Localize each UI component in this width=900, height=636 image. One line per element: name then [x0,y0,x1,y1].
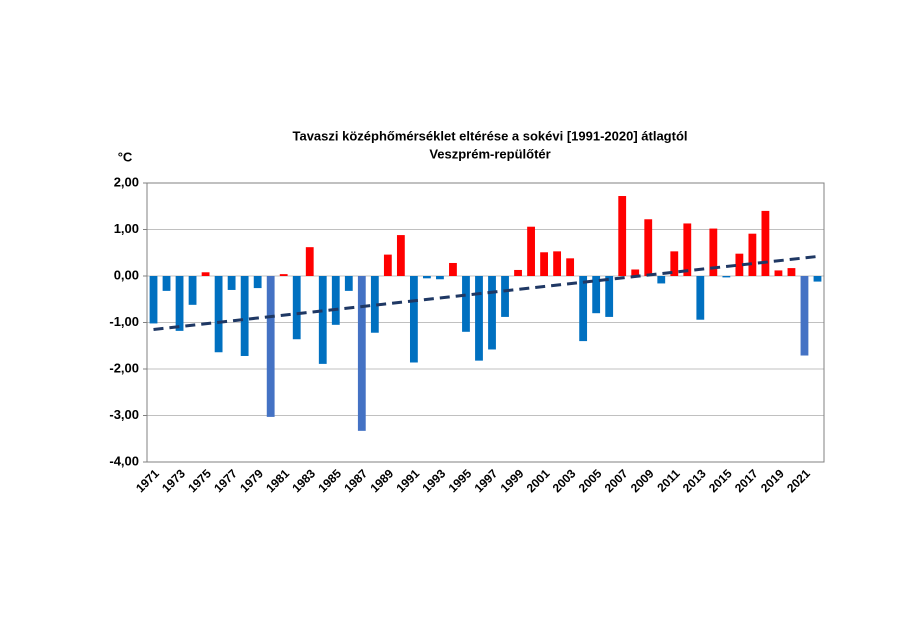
bar [696,276,705,320]
bar [344,276,353,291]
bar [501,276,509,317]
bar [149,276,158,324]
x-tick-label: 1985 [315,466,344,495]
x-tick-label: 2007 [602,466,631,495]
bar [214,276,223,353]
bar [735,253,744,276]
bar [540,252,548,276]
x-tick-label: 2011 [654,466,683,495]
y-tick-label: -4,00 [109,453,139,468]
x-tick-label: 1975 [185,466,214,495]
bar [370,276,379,333]
x-tick-label: 2017 [732,466,761,495]
bar [579,276,588,342]
bar [488,276,496,350]
bar [266,276,275,417]
x-tick-label: 2021 [784,466,813,495]
x-tick-label: 2009 [628,466,657,495]
x-tick-label: 1993 [420,466,449,495]
bar [175,276,184,331]
y-tick-label: -1,00 [109,314,139,329]
bar [331,276,340,325]
bar [813,276,822,282]
y-tick-label: 2,00 [114,174,139,189]
bar [383,254,392,276]
bar [670,251,679,276]
bar [553,251,562,276]
bar [188,276,197,305]
bar [527,226,535,276]
x-tick-label: 1989 [367,466,396,495]
bar [618,196,627,276]
bar [449,262,457,276]
x-tick-label: 1987 [341,466,370,495]
x-tick-label: 2013 [680,466,709,495]
bar [514,269,522,276]
bar [475,276,483,361]
bar [592,276,601,314]
x-tick-label: 1999 [498,466,527,495]
trend-line [153,254,818,331]
bar [227,276,236,290]
x-tick-label: 1997 [472,466,501,495]
bar [423,276,431,279]
y-axis-label: °C [118,149,133,164]
x-tick-label: 2019 [758,466,787,495]
bar [201,272,210,276]
x-tick-label: 2003 [550,466,579,495]
x-tick-label: 1981 [263,466,292,495]
bar [253,276,262,289]
bar [396,235,405,276]
bar [409,276,418,363]
bar [162,276,171,291]
bar [683,223,692,276]
x-tick-label: 2015 [706,466,735,495]
x-tick-label: 1971 [133,466,162,495]
bar [605,276,614,317]
bar [436,276,444,280]
chart-subtitle: Veszprém-repülőtér [429,146,550,161]
bar [305,247,314,276]
chart-title: Tavaszi középhőmérséklet eltérése a soké… [292,128,687,143]
bar [761,210,770,276]
x-tick-label: 1991 [393,466,422,495]
bar [748,233,757,276]
x-tick-label: 1973 [159,466,188,495]
bar [357,276,366,431]
bar [292,276,301,340]
plot-area-border [146,182,825,463]
x-tick-label: 2001 [524,466,553,495]
y-tick-label: -2,00 [109,360,139,375]
bar [644,219,653,276]
bar [631,269,640,276]
x-tick-label: 1977 [211,466,240,495]
bar [657,276,666,284]
bar [722,276,731,278]
bar [800,276,809,356]
bar [240,276,249,356]
x-tick-label: 2005 [576,466,605,495]
bar [709,228,718,276]
bar [462,276,470,332]
bar [774,270,783,276]
x-tick-label: 1979 [237,466,266,495]
bar [318,276,327,364]
y-tick-label: 1,00 [114,221,139,236]
x-tick-label: 1995 [446,466,475,495]
y-tick-label: 0,00 [114,267,139,282]
x-tick-label: 1983 [289,466,318,495]
bar [279,274,288,276]
bar [787,268,796,276]
y-tick-label: -3,00 [109,407,139,422]
bar [566,258,575,276]
